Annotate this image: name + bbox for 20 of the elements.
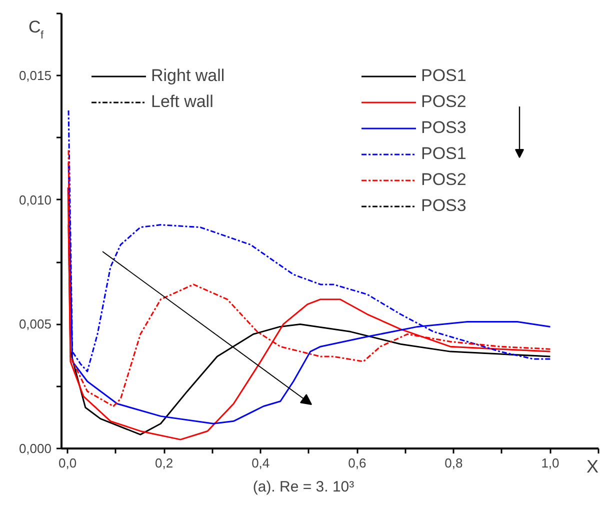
x-tick-label: 0,8 xyxy=(444,456,463,470)
legend-label: POS3 xyxy=(421,117,466,139)
y-tick-label: 0,010 xyxy=(18,192,52,208)
legend-label: POS1 xyxy=(421,65,466,87)
y-tick-label: 0,005 xyxy=(18,316,52,332)
legend-label: POS2 xyxy=(421,169,466,191)
legend-label: POS1 xyxy=(421,143,466,165)
x-tick-label: 1,0 xyxy=(541,456,560,470)
x-tick-label: 0,0 xyxy=(58,456,77,470)
y-tick-label: 0,000 xyxy=(18,441,52,456)
x-axis-title: X xyxy=(586,456,599,476)
x-tick-label: 0,4 xyxy=(252,456,270,470)
x-tick-label: 0,2 xyxy=(155,456,174,470)
y-tick-label: 0,015 xyxy=(18,68,52,84)
legend-label: POS2 xyxy=(421,91,466,113)
legend-label: POS3 xyxy=(421,195,466,217)
annotation: Right wall xyxy=(151,65,225,87)
x-tick-label: 0,6 xyxy=(348,456,366,470)
text: (a). Re = 3. 10³ xyxy=(252,478,354,496)
annotation: Left wall xyxy=(151,91,214,113)
